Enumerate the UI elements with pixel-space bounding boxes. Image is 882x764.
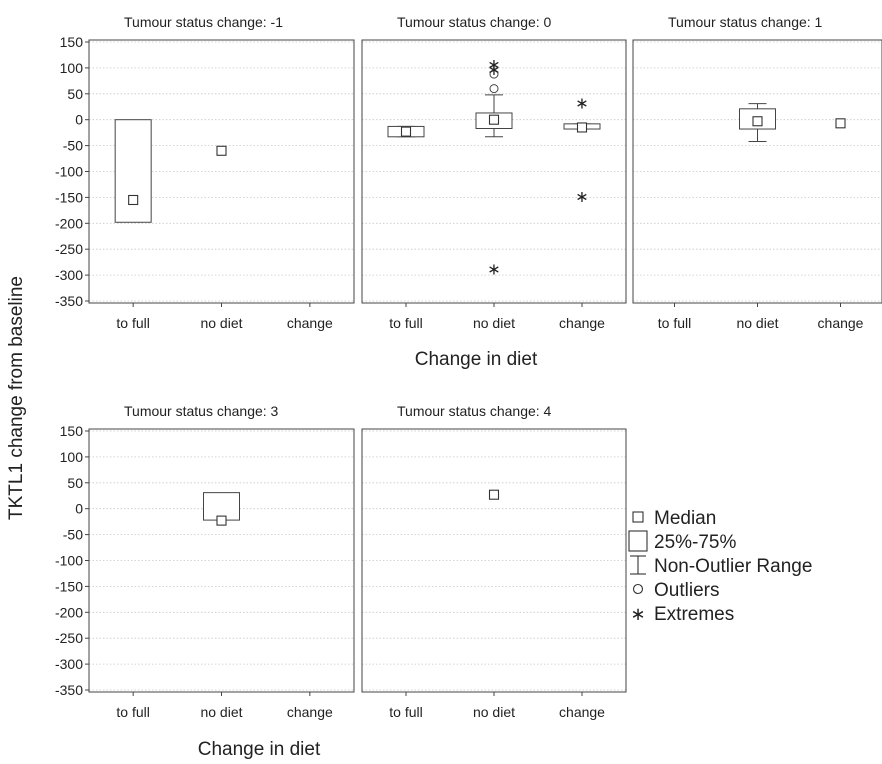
legend-label: 25%-75% xyxy=(654,532,736,553)
median-marker xyxy=(835,118,846,129)
y-tick-label: -200 xyxy=(55,604,83,620)
panel-title: Tumour status change: 0 xyxy=(397,14,552,30)
y-tick-label: -150 xyxy=(55,189,83,205)
x-tick-label: change xyxy=(559,704,605,720)
legend-box-icon xyxy=(628,530,648,552)
x-axis-label-bottom: Change in diet xyxy=(198,739,321,760)
panel: Tumour status change: 3 150 100 50 0 -50 -100 -… xyxy=(55,403,355,720)
y-tick-label: 0 xyxy=(75,501,83,517)
y-tick-label: -200 xyxy=(55,215,83,231)
median-marker xyxy=(216,145,227,156)
panel: Tumour status change: 1 to full no diet cha… xyxy=(632,14,882,331)
median-marker xyxy=(400,126,412,137)
y-tick-label: 100 xyxy=(60,449,84,465)
legend-item: Non-Outlier Range xyxy=(630,555,812,577)
y-tick-label: -100 xyxy=(55,164,83,180)
median-marker xyxy=(752,116,763,127)
y-tick-label: 100 xyxy=(60,60,84,76)
x-tick-label: no diet xyxy=(473,315,515,331)
legend-item: Median xyxy=(632,508,716,529)
x-axis-label-top: Change in diet xyxy=(415,349,538,370)
legend-item: ∗ Extremes xyxy=(630,604,734,625)
legend-item: 25%-75% xyxy=(628,530,736,553)
panel-title: Tumour status change: 4 xyxy=(397,403,552,419)
x-tick-label: to full xyxy=(389,315,422,331)
median-marker xyxy=(576,122,588,133)
y-tick-label: -250 xyxy=(55,241,83,257)
median-marker xyxy=(128,194,139,206)
extreme-point: ∗ xyxy=(575,96,588,113)
legend-label: Extremes xyxy=(654,604,734,625)
y-tick-label: -250 xyxy=(55,630,83,646)
y-tick-label: 0 xyxy=(75,112,83,128)
y-tick-label: -150 xyxy=(55,578,83,594)
median-marker xyxy=(488,489,500,500)
panel-frame xyxy=(632,39,882,304)
extreme-point: ∗ xyxy=(575,189,588,206)
extreme-point: ∗ xyxy=(487,62,500,79)
extreme-point: ∗ xyxy=(487,261,500,278)
outlier-point xyxy=(489,69,499,79)
x-tick-label: change xyxy=(559,315,605,331)
panel: Tumour status change: -1 150 100 50 0 -50 -100… xyxy=(55,14,355,331)
iqr-box xyxy=(203,492,240,521)
panel: Tumour status change: 4 to full no diet cha… xyxy=(361,403,627,720)
iqr-box xyxy=(114,119,152,223)
x-tick-label: to full xyxy=(116,704,149,720)
x-tick-label: to full xyxy=(116,315,149,331)
y-tick-label: -50 xyxy=(63,138,83,154)
legend-extreme-icon: ∗ xyxy=(630,604,645,624)
legend-label: Median xyxy=(654,508,716,529)
y-tick-label: 50 xyxy=(67,475,83,491)
panel-title: Tumour status change: -1 xyxy=(124,14,283,30)
y-axis-label: TKTL1 change from baseline xyxy=(6,276,27,520)
x-tick-label: to full xyxy=(389,704,422,720)
panel: Tumour status change: 0 to full no diet cha… xyxy=(361,14,627,331)
legend-item: Outliers xyxy=(632,580,719,601)
chart-legend: Median 25%-75% Non-Outlier Range Outliers ∗ E… xyxy=(628,508,812,625)
panel-title: Tumour status change: 3 xyxy=(124,403,279,419)
y-tick-label: -50 xyxy=(63,527,83,543)
y-tick-label: 150 xyxy=(60,423,84,439)
y-tick-label: 150 xyxy=(60,34,84,50)
x-tick-label: change xyxy=(287,704,333,720)
y-tick-label: 50 xyxy=(67,86,83,102)
y-tick-label: -100 xyxy=(55,553,83,569)
median-marker xyxy=(488,114,500,125)
legend-label: Outliers xyxy=(654,580,719,601)
median-marker xyxy=(216,515,227,526)
y-tick-label: -350 xyxy=(55,293,83,309)
y-tick-label: -350 xyxy=(55,682,83,698)
x-tick-label: to full xyxy=(658,315,691,331)
y-tick-label: -300 xyxy=(55,656,83,672)
x-tick-label: no diet xyxy=(473,704,515,720)
legend-label: Non-Outlier Range xyxy=(654,556,812,577)
x-tick-label: no diet xyxy=(200,704,242,720)
chart-panels: Tumour status change: -1 150 100 50 0 -50 -100… xyxy=(55,14,882,720)
legend-outlier-icon xyxy=(632,583,644,595)
x-tick-label: no diet xyxy=(736,315,778,331)
outlier-point xyxy=(489,84,499,94)
legend-median-icon xyxy=(632,511,644,523)
x-tick-label: no diet xyxy=(200,315,242,331)
y-tick-label: -300 xyxy=(55,267,83,283)
x-tick-label: change xyxy=(818,315,864,331)
extreme-point: ∗ xyxy=(487,57,500,74)
panel-title: Tumour status change: 1 xyxy=(668,14,823,30)
x-tick-label: change xyxy=(287,315,333,331)
